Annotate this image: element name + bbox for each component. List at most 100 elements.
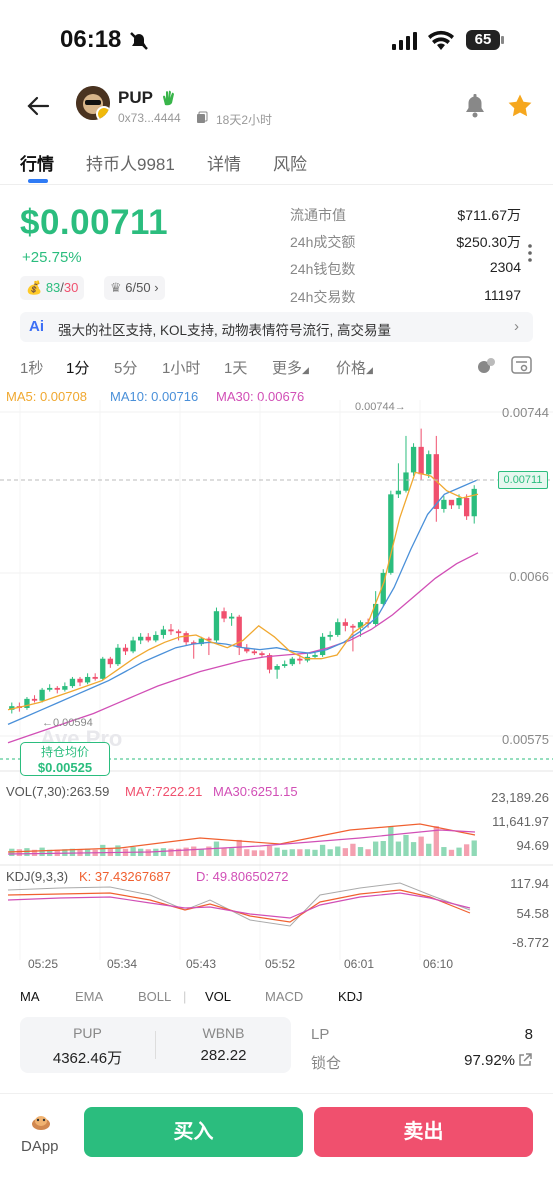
candle-body [100, 658, 106, 679]
indicator-vol[interactable]: VOL [205, 989, 232, 1004]
more-vertical-icon[interactable] [527, 243, 533, 263]
active-tab-indicator [28, 179, 48, 183]
volume-bar [357, 847, 364, 856]
candle-body [77, 678, 83, 683]
favorite-star-icon[interactable] [507, 93, 533, 119]
tab-holders[interactable]: 持币人9981 [86, 155, 175, 174]
indicator-ma[interactable]: MA [20, 989, 40, 1004]
crown-pill[interactable]: ♛ 6/50 › [104, 276, 165, 300]
ma5-legend: MA5: 0.00708 [6, 389, 87, 404]
interval-1h[interactable]: 1小时 [162, 360, 201, 377]
interval-1m[interactable]: 1分 [66, 360, 90, 377]
vol-ma30: MA30:6251.15 [213, 784, 298, 799]
volume-bar [221, 847, 227, 856]
candle-body [54, 687, 60, 690]
stat-value-wallets: 2304 [489, 259, 521, 275]
price-mode[interactable]: 价格◢ [336, 360, 373, 377]
indicator-kdj[interactable]: KDJ [338, 989, 363, 1004]
kdj-axis-high: 117.94 [510, 876, 549, 891]
lock-value: 97.92% [464, 1052, 515, 1069]
score-pill[interactable]: 💰 83/30 [20, 276, 85, 300]
volume-bar [335, 846, 341, 856]
current-price-tag: 0.00711 [498, 471, 548, 489]
interval-1s[interactable]: 1秒 [20, 360, 44, 377]
stat-label-txns: 24h交易数 [290, 289, 356, 305]
interval-more[interactable]: 更多◢ [272, 360, 309, 377]
vol-title: VOL(7,30):263.59 [6, 784, 110, 799]
volume-bar [373, 841, 379, 856]
kdj-title: KDJ(9,3,3) [6, 869, 69, 884]
candle-body [31, 698, 38, 701]
volume-bar [39, 847, 45, 856]
candle-body [175, 631, 182, 634]
ai-summary-bar[interactable] [20, 312, 533, 342]
high-marker-label: 0.00744→ [355, 401, 406, 413]
pancake-dapp-icon [32, 1116, 50, 1130]
interval-5m[interactable]: 5分 [114, 360, 138, 377]
volume-bar [160, 848, 167, 856]
volume-bar [259, 850, 265, 856]
candle-body [191, 642, 197, 645]
volume-bar [198, 849, 204, 856]
copy-icon[interactable] [196, 111, 208, 124]
bnb-badge-icon [96, 106, 110, 120]
drawing-tool-icon[interactable] [476, 355, 498, 375]
candle-body [221, 611, 227, 619]
pool-divider [155, 1031, 156, 1059]
candle-body [282, 664, 288, 666]
signal-icon [392, 32, 417, 50]
volume-bar [342, 848, 348, 856]
candle-body [342, 622, 348, 626]
vol-ma7: MA7:7222.21 [125, 784, 203, 799]
volume-bar [145, 849, 151, 856]
kline-chart[interactable]: Ave.Pro [0, 400, 553, 960]
candle-body [403, 472, 409, 491]
buy-button[interactable]: 买入 [84, 1107, 303, 1157]
wifi-icon [428, 30, 454, 50]
external-link-icon[interactable] [518, 1053, 532, 1067]
candle-body [236, 616, 242, 648]
candle-body [107, 658, 113, 665]
volume-bar [69, 848, 76, 856]
stat-value-mcap: $711.67万 [457, 207, 521, 223]
kdj-axis-low: -8.772 [512, 935, 549, 950]
back-arrow-icon[interactable] [26, 95, 50, 117]
price-axis-mid: 0.0066 [509, 569, 549, 584]
price-change: +25.75% [22, 249, 82, 266]
lock-label: 锁仓 [311, 1055, 342, 1072]
kdj-j-line [7, 882, 471, 927]
volume-bar [115, 845, 121, 856]
candle-body [213, 611, 220, 641]
candle-body [297, 658, 303, 661]
tab-risk[interactable]: 风险 [273, 155, 307, 174]
tab-market[interactable]: 行情 [20, 155, 54, 174]
token-age: 18天2小时 [216, 113, 273, 127]
candle-body [289, 658, 295, 665]
time-label-1: 05:34 [107, 957, 138, 971]
volume-bar [297, 849, 303, 856]
candle-body [130, 640, 136, 652]
pool-token-b-value: 282.22 [200, 1047, 247, 1064]
dapp-button[interactable]: DApp [21, 1138, 59, 1155]
candle-body [145, 636, 151, 641]
vol-ma30-line [7, 829, 476, 855]
alert-bell-icon[interactable] [462, 91, 488, 119]
volume-bar [274, 847, 280, 856]
time-label-2: 05:43 [186, 957, 217, 971]
candle-body [9, 706, 15, 710]
interval-1d[interactable]: 1天 [224, 360, 248, 377]
sell-button[interactable]: 卖出 [314, 1107, 533, 1157]
vol-axis-high: 23,189.26 [491, 790, 549, 805]
status-time: 06:18 [60, 26, 122, 53]
indicator-boll[interactable]: BOLL [138, 989, 172, 1004]
volume-bar [456, 847, 462, 856]
time-label-0: 05:25 [28, 957, 59, 971]
avg-hold-price-tag[interactable]: 持仓均价 $0.00525 [20, 742, 110, 776]
indicator-ema[interactable]: EMA [75, 989, 104, 1004]
candle-body [373, 603, 379, 624]
candle-body [350, 625, 356, 628]
chart-settings-icon[interactable] [511, 355, 533, 375]
candle-body [160, 629, 167, 635]
indicator-macd[interactable]: MACD [265, 989, 304, 1004]
tab-details[interactable]: 详情 [207, 155, 241, 174]
